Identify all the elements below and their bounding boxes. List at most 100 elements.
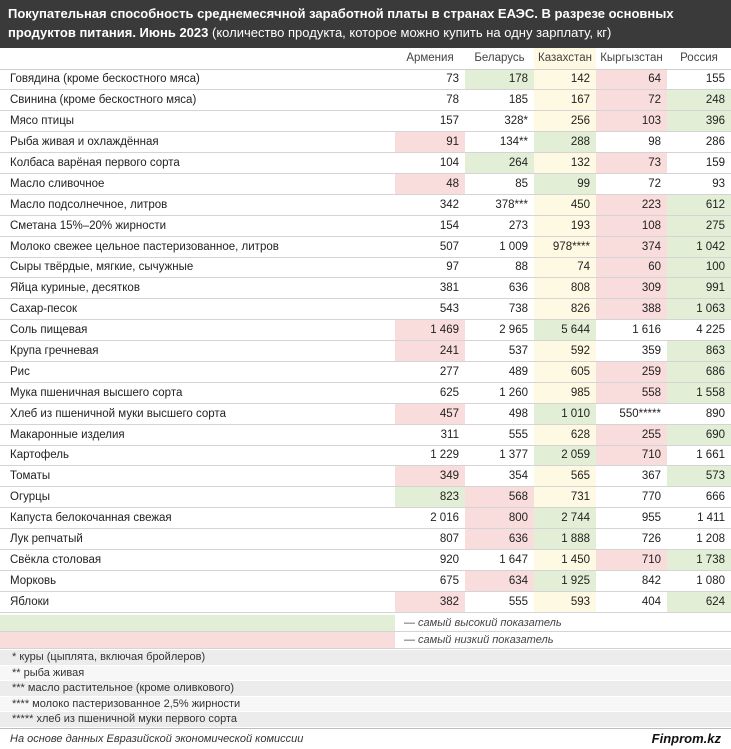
cell-kazakhstan: 605 [534, 361, 596, 383]
table-row: Сыры твёрдые, мягкие, сычужные 97 88 74 60 10… [0, 257, 731, 279]
cell-armenia: 157 [395, 110, 465, 133]
cell-russia: 1 738 [667, 549, 731, 571]
cell-belarus: 537 [465, 340, 534, 362]
cell-armenia: 457 [395, 403, 465, 425]
table-row: Рис 277 489 605 259 686 [0, 361, 731, 383]
cell-russia: 286 [667, 131, 731, 154]
cell-kazakhstan: 2 744 [534, 507, 596, 530]
cell-belarus: 555 [465, 591, 534, 613]
cell-kyrgyzstan: 770 [596, 486, 667, 509]
row-label: Масло сливочное [0, 173, 395, 195]
footnote: ** рыба живая [0, 665, 731, 682]
cell-belarus: 1 647 [465, 549, 534, 571]
row-label: Картофель [0, 445, 395, 467]
cell-russia: 1 042 [667, 236, 731, 258]
cell-kyrgyzstan: 98 [596, 131, 667, 154]
brand-logo: Finprom.kz [651, 731, 721, 746]
table-row: Огурцы 823 568 731 770 666 [0, 486, 731, 509]
cell-armenia: 543 [395, 298, 465, 321]
cell-kyrgyzstan: 73 [596, 152, 667, 174]
row-label: Морковь [0, 570, 395, 592]
table-row: Томаты 349 354 565 367 573 [0, 465, 731, 488]
row-label: Мясо птицы [0, 110, 395, 133]
cell-belarus: 85 [465, 173, 534, 195]
cell-kyrgyzstan: 404 [596, 591, 667, 613]
cell-russia: 100 [667, 257, 731, 279]
legend-lowest: — самый низкий показатель [0, 632, 731, 649]
table-row: Мука пшеничная высшего сорта 625 1 260 985 5… [0, 382, 731, 404]
row-label: Соль пищевая [0, 319, 395, 342]
row-label: Колбаса варёная первого сорта [0, 152, 395, 174]
cell-armenia: 382 [395, 591, 465, 613]
cell-kazakhstan: 1 888 [534, 528, 596, 550]
cell-kazakhstan: 593 [534, 591, 596, 613]
cell-belarus: 354 [465, 465, 534, 488]
footer: На основе данных Евразийской экономическ… [0, 728, 731, 749]
table-row: Соль пищевая 1 469 2 965 5 644 1 616 4 225 [0, 319, 731, 342]
footnote: *** масло растительное (кроме оливкового… [0, 681, 731, 697]
cell-belarus: 328* [465, 110, 534, 133]
table-row: Рыба живая и охлаждённая 91 134** 288 98 286 [0, 131, 731, 154]
column-header-armenia: Армения [395, 48, 465, 70]
cell-russia: 573 [667, 465, 731, 488]
cell-belarus: 738 [465, 298, 534, 321]
cell-kazakhstan: 74 [534, 257, 596, 279]
cell-kyrgyzstan: 955 [596, 507, 667, 530]
legend-highest-swatch [0, 615, 395, 631]
cell-armenia: 1 229 [395, 445, 465, 467]
cell-russia: 991 [667, 277, 731, 300]
cell-belarus: 185 [465, 89, 534, 112]
cell-kazakhstan: 1 925 [534, 570, 596, 592]
cell-kazakhstan: 5 644 [534, 319, 596, 342]
cell-kyrgyzstan: 367 [596, 465, 667, 488]
row-label: Капуста белокочанная свежая [0, 507, 395, 530]
table-row: Мясо птицы 157 328* 256 103 396 [0, 110, 731, 133]
cell-armenia: 277 [395, 361, 465, 383]
cell-russia: 624 [667, 591, 731, 613]
cell-kazakhstan: 1 010 [534, 403, 596, 425]
row-label: Молоко свежее цельное пастеризованное, л… [0, 236, 395, 258]
cell-kazakhstan: 256 [534, 110, 596, 133]
cell-kyrgyzstan: 710 [596, 549, 667, 571]
legend-lowest-swatch [0, 632, 395, 648]
cell-belarus: 1 009 [465, 236, 534, 258]
cell-russia: 1 411 [667, 507, 731, 530]
cell-armenia: 78 [395, 89, 465, 112]
column-header-kyrgyzstan: Кыргызстан [596, 48, 667, 70]
cell-armenia: 381 [395, 277, 465, 300]
cell-kazakhstan: 731 [534, 486, 596, 509]
cell-kyrgyzstan: 388 [596, 298, 667, 321]
cell-kazakhstan: 167 [534, 89, 596, 112]
cell-kyrgyzstan: 72 [596, 173, 667, 195]
cell-kyrgyzstan: 108 [596, 215, 667, 237]
cell-belarus: 568 [465, 486, 534, 509]
cell-belarus: 2 965 [465, 319, 534, 342]
row-label: Лук репчатый [0, 528, 395, 550]
cell-kyrgyzstan: 64 [596, 69, 667, 91]
cell-armenia: 73 [395, 69, 465, 91]
column-header-product [0, 48, 395, 70]
table-row: Морковь 675 634 1 925 842 1 080 [0, 570, 731, 592]
cell-kyrgyzstan: 558 [596, 382, 667, 404]
cell-armenia: 48 [395, 173, 465, 195]
cell-kyrgyzstan: 842 [596, 570, 667, 592]
cell-belarus: 88 [465, 257, 534, 279]
cell-belarus: 636 [465, 528, 534, 550]
table-row: Колбаса варёная первого сорта 104 264 132 73… [0, 152, 731, 174]
cell-kazakhstan: 592 [534, 340, 596, 362]
cell-kyrgyzstan: 60 [596, 257, 667, 279]
table-row: Свёкла столовая 920 1 647 1 450 710 1 738 [0, 549, 731, 571]
cell-belarus: 178 [465, 69, 534, 91]
cell-armenia: 342 [395, 194, 465, 216]
row-label: Свинина (кроме бескостного мяса) [0, 89, 395, 112]
row-label: Макаронные изделия [0, 424, 395, 446]
row-label: Свёкла столовая [0, 549, 395, 571]
cell-armenia: 507 [395, 236, 465, 258]
row-label: Яйца куриные, десятков [0, 277, 395, 300]
row-label: Мука пшеничная высшего сорта [0, 382, 395, 404]
cell-russia: 93 [667, 173, 731, 195]
footnote: * куры (цыплята, включая бройлеров) [0, 650, 731, 666]
cell-kazakhstan: 450 [534, 194, 596, 216]
cell-belarus: 636 [465, 277, 534, 300]
table-row: Говядина (кроме бескостного мяса) 73 178 14… [0, 69, 731, 91]
